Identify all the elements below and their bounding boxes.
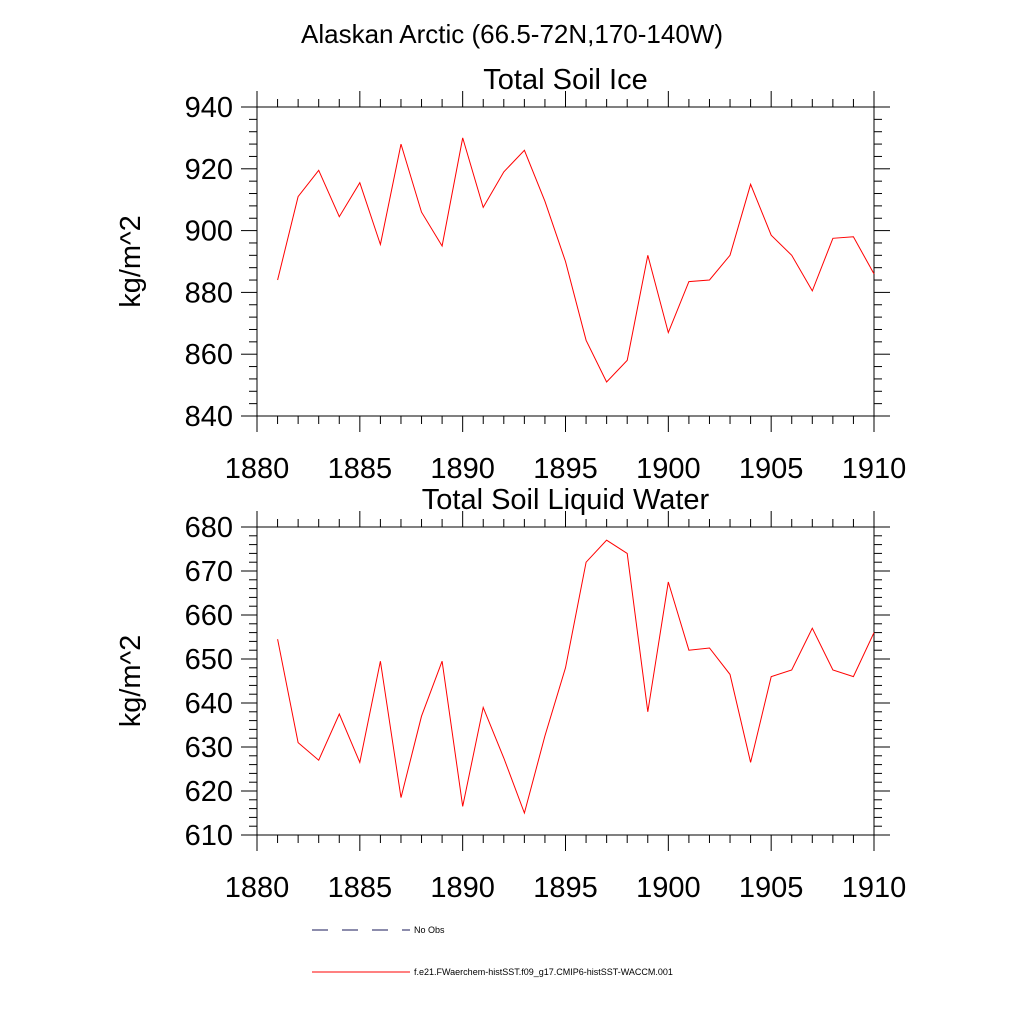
plot-frame — [256, 526, 875, 836]
y-tick-label: 650 — [185, 644, 233, 676]
x-tick-label: 1895 — [533, 453, 598, 485]
x-tick-label: 1905 — [739, 872, 804, 904]
panel-title: Total Soil Liquid Water — [422, 484, 710, 516]
y-tick-label: 610 — [185, 820, 233, 852]
y-tick-label: 620 — [185, 776, 233, 808]
x-tick-label: 1900 — [636, 453, 701, 485]
y-tick-label: 840 — [185, 401, 233, 433]
y-tick-label: 860 — [185, 339, 233, 371]
panel-2: Total Soil Liquid Water kg/m^2 1880 1885 189… — [115, 484, 906, 904]
y-tick-label: 640 — [185, 688, 233, 720]
y-tick-label: 940 — [185, 92, 233, 124]
x-tick-label: 1910 — [842, 872, 907, 904]
legend-label: f.e21.FWaerchem-histSST.f09_g17.CMIP6-hi… — [414, 967, 673, 977]
y-tick-label: 670 — [185, 556, 233, 588]
y-tick-label: 660 — [185, 600, 233, 632]
x-tick-label: 1880 — [225, 453, 290, 485]
y-tick-label: 630 — [185, 732, 233, 764]
y-tick-label: 880 — [185, 277, 233, 309]
y-tick-label: 920 — [185, 154, 233, 186]
y-axis-label: kg/m^2 — [115, 635, 147, 728]
y-tick-label: 680 — [185, 512, 233, 544]
panel-1: Total Soil Ice kg/m^2 1880 1885 1890 1895 1900… — [115, 64, 906, 485]
x-tick-label: 1900 — [636, 872, 701, 904]
x-tick-label: 1890 — [430, 872, 495, 904]
legend: No Obs f.e21.FWaerchem-histSST.f09_g17.CM… — [312, 925, 673, 977]
figure-title: Alaskan Arctic (66.5-72N,170-140W) — [301, 19, 723, 49]
x-tick-label: 1910 — [842, 453, 907, 485]
x-tick-label: 1880 — [225, 872, 290, 904]
y-tick-label: 900 — [185, 216, 233, 248]
legend-label: No Obs — [414, 925, 445, 935]
x-tick-label: 1905 — [739, 453, 804, 485]
legend-item: No Obs — [312, 925, 445, 935]
x-tick-label: 1885 — [328, 453, 393, 485]
x-tick-label: 1885 — [328, 872, 393, 904]
x-tick-label: 1895 — [533, 872, 598, 904]
y-axis-label: kg/m^2 — [115, 215, 147, 308]
panel-title: Total Soil Ice — [483, 64, 647, 96]
series-line — [277, 137, 875, 383]
panels: Total Soil Ice kg/m^2 1880 1885 1890 1895 1900… — [115, 64, 906, 904]
legend-item: f.e21.FWaerchem-histSST.f09_g17.CMIP6-hi… — [312, 967, 673, 977]
x-tick-label: 1890 — [430, 453, 495, 485]
series-line — [277, 539, 875, 815]
